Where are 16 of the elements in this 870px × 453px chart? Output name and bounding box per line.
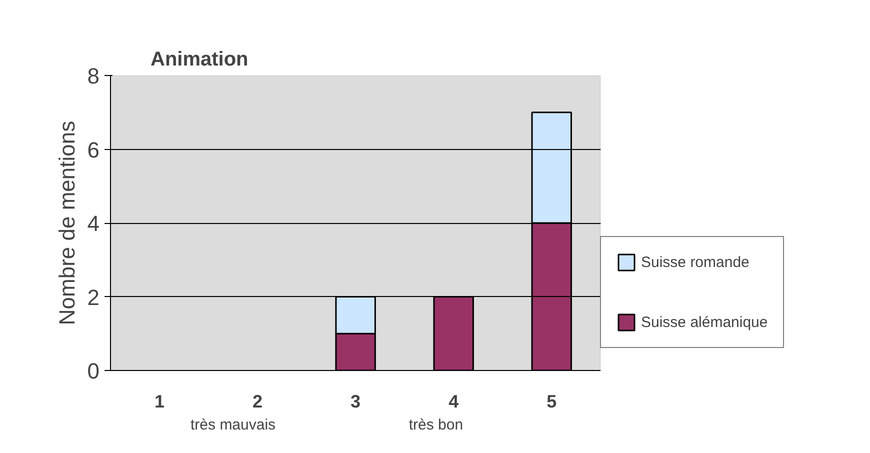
x-tick-label: 3 xyxy=(350,392,361,412)
x-tick-label: 5 xyxy=(546,392,557,412)
x-tick-label: 2 xyxy=(252,392,263,412)
legend-label: Suisse alémanique xyxy=(641,314,768,330)
y-tick-label: 0 xyxy=(87,358,100,384)
text: très bon xyxy=(408,416,464,434)
y-tick-label: 4 xyxy=(87,211,100,236)
y-tick-label: 8 xyxy=(87,64,100,88)
x-tick-label: 1 xyxy=(154,392,165,412)
x-tick-label: 4 xyxy=(448,392,459,412)
y-tick-label: 2 xyxy=(87,284,100,310)
chart-title: Animation xyxy=(150,48,248,70)
text: très mauvais xyxy=(190,416,276,434)
y-axis-title: Nombre de mentions xyxy=(54,120,80,326)
legend-label: Suisse romande xyxy=(641,254,750,270)
y-tick-label: 6 xyxy=(87,137,100,162)
